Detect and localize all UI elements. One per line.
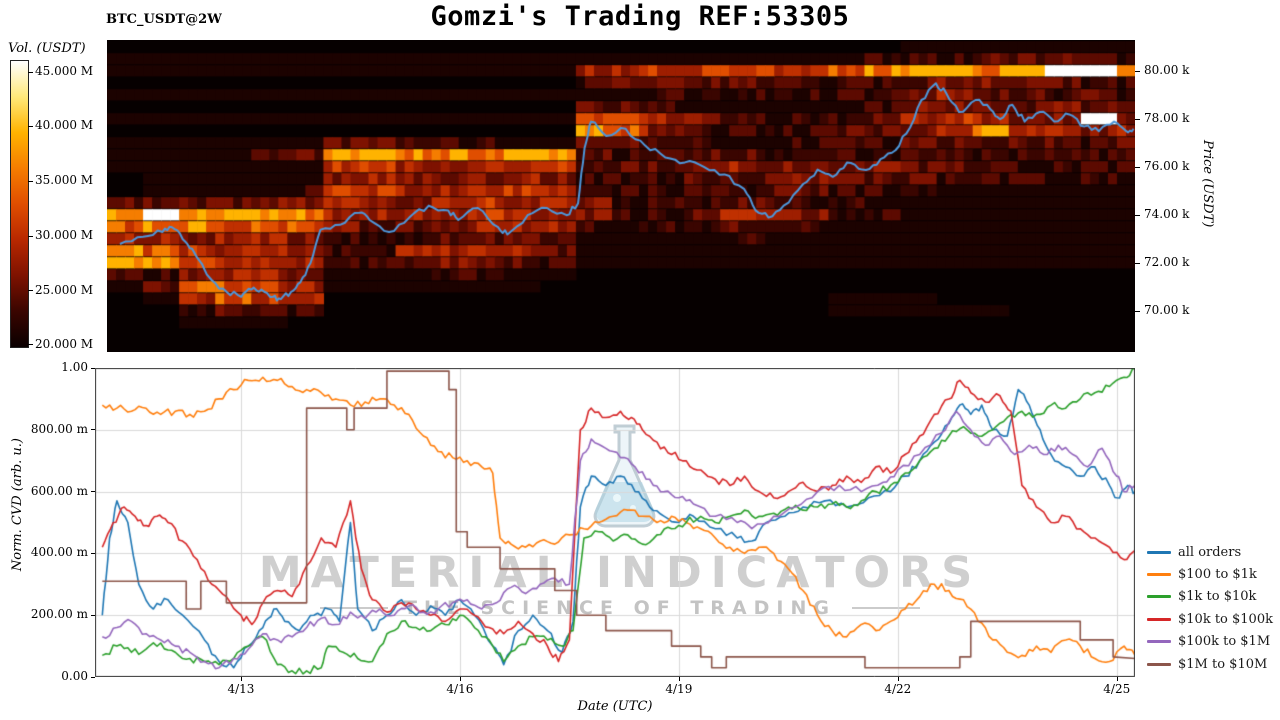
price-tick-mark: [1135, 214, 1140, 216]
colorbar-tick-mark: [28, 344, 33, 346]
colorbar-tick-label: 30.000 M: [35, 228, 94, 243]
legend-line-swatch: [1147, 573, 1171, 577]
colorbar-tick-label: 20.000 M: [35, 336, 94, 351]
legend-item: $1k to $10k: [1147, 586, 1273, 608]
cvd-y-tick-label: 1.00: [61, 360, 88, 374]
legend-item: $10k to $100k: [1147, 608, 1273, 630]
legend-label: all orders: [1178, 544, 1242, 560]
legend-line-swatch: [1147, 595, 1171, 599]
volume-heatmap-canvas: [107, 40, 1135, 352]
legend-line-swatch: [1147, 640, 1171, 644]
cvd-y-tick-label: 600.00 m: [30, 483, 88, 498]
cvd-y-tick-label: 200.00 m: [30, 607, 88, 622]
date-axis-label: Date (UTC): [577, 699, 653, 714]
price-tick-label: 78.00 k: [1144, 111, 1190, 126]
cvd-x-tick-label: 4/22: [884, 682, 912, 696]
cvd-x-tick-mark: [1116, 677, 1118, 681]
legend-label: $1M to $10M: [1178, 656, 1268, 672]
cvd-y-tick-label: 400.00 m: [30, 545, 88, 560]
cvd-y-tick-mark: [91, 491, 95, 493]
cvd-x-tick-mark: [678, 677, 680, 681]
price-tick-mark: [1135, 166, 1140, 168]
legend: all orders $100 to $1k $1k to $10k $10k to …: [1147, 541, 1273, 675]
legend-line-swatch: [1147, 662, 1171, 666]
colorbar-tick-label: 40.000 M: [35, 118, 94, 133]
price-tick-label: 76.00 k: [1144, 159, 1190, 174]
colorbar-tick-label: 45.000 M: [35, 64, 94, 78]
cvd-y-tick-mark: [91, 676, 95, 678]
cvd-x-tick-mark: [240, 677, 242, 681]
cvd-x-tick-label: 4/25: [1103, 682, 1131, 696]
colorbar-tick-mark: [28, 235, 33, 237]
cvd-x-tick-mark: [897, 677, 899, 681]
price-tick-label: 80.00 k: [1144, 63, 1190, 78]
chart-title: Gomzi's Trading REF:53305: [430, 1, 850, 32]
legend-label: $1k to $10k: [1178, 589, 1257, 605]
colorbar-tick-mark: [28, 290, 33, 292]
price-axis-label: Price (USDT): [1200, 140, 1215, 228]
cvd-y-tick-mark: [91, 429, 95, 431]
colorbar-tick-mark: [28, 180, 33, 182]
colorbar-tick-label: 35.000 M: [35, 173, 94, 188]
symbol-label: BTC_USDT@2W: [106, 12, 222, 27]
cvd-y-tick-mark: [91, 552, 95, 554]
price-tick-label: 74.00 k: [1144, 207, 1190, 222]
legend-label: $100 to $1k: [1178, 567, 1257, 583]
legend-item: all orders: [1147, 541, 1273, 563]
price-tick-mark: [1135, 70, 1140, 72]
legend-label: $100k to $1M: [1178, 634, 1271, 650]
price-tick-label: 72.00 k: [1144, 255, 1190, 270]
cvd-x-tick-label: 4/16: [446, 682, 474, 696]
cvd-y-tick-mark: [91, 614, 95, 616]
cvd-chart-canvas: [95, 368, 1135, 677]
legend-item: $100 to $1k: [1147, 563, 1273, 585]
legend-item: $1M to $10M: [1147, 653, 1273, 675]
colorbar-tick-mark: [28, 71, 33, 73]
cvd-y-tick-label: 0.00: [61, 669, 88, 683]
price-tick-label: 70.00 k: [1144, 303, 1190, 318]
cvd-y-tick-mark: [91, 367, 95, 369]
volume-colorbar: [10, 60, 29, 348]
cvd-x-tick-mark: [459, 677, 461, 681]
legend-line-swatch: [1147, 617, 1171, 621]
price-tick-mark: [1135, 118, 1140, 120]
colorbar-tick-label: 25.000 M: [35, 282, 94, 297]
price-tick-mark: [1135, 262, 1140, 264]
cvd-x-tick-label: 4/19: [665, 682, 693, 696]
volume-colorbar-label: Vol. (USDT): [8, 41, 86, 56]
price-tick-mark: [1135, 310, 1140, 312]
cvd-x-tick-label: 4/13: [227, 682, 255, 696]
legend-line-swatch: [1147, 550, 1171, 554]
colorbar-tick-mark: [28, 125, 33, 127]
legend-label: $10k to $100k: [1178, 611, 1273, 627]
cvd-y-tick-label: 800.00 m: [30, 421, 88, 436]
legend-item: $100k to $1M: [1147, 631, 1273, 653]
